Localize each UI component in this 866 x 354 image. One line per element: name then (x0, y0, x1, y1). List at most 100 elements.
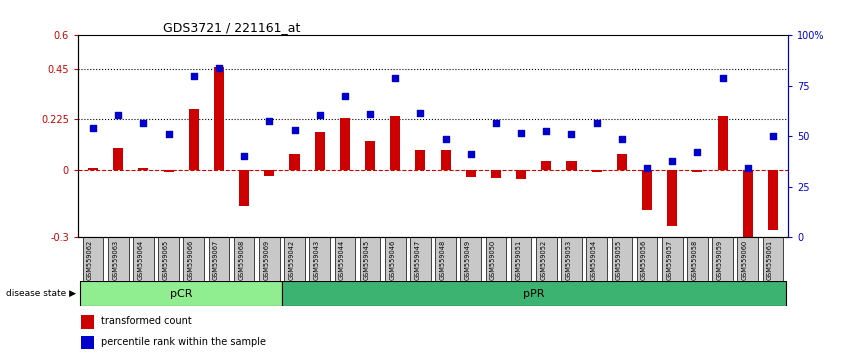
Point (565, 131, 578, 137)
Point (766, 133, 780, 139)
Bar (642, 170, 652, 210)
FancyBboxPatch shape (536, 237, 557, 281)
Point (137, 120, 151, 126)
Point (413, 110, 427, 115)
Text: GSM559062: GSM559062 (87, 239, 93, 280)
FancyBboxPatch shape (738, 237, 758, 281)
Bar (491, 170, 501, 178)
Point (439, 136, 453, 141)
Bar (416, 150, 425, 170)
FancyBboxPatch shape (282, 281, 785, 306)
Text: GSM559064: GSM559064 (138, 239, 144, 280)
FancyBboxPatch shape (81, 281, 282, 306)
FancyBboxPatch shape (209, 237, 229, 281)
FancyBboxPatch shape (385, 237, 405, 281)
Point (740, 165, 754, 171)
Point (489, 120, 503, 126)
FancyBboxPatch shape (133, 237, 154, 281)
FancyBboxPatch shape (461, 237, 481, 281)
Text: GSM559058: GSM559058 (691, 239, 697, 280)
Text: pCR: pCR (170, 289, 192, 299)
Point (615, 136, 629, 141)
Text: GSM559054: GSM559054 (591, 239, 597, 280)
FancyBboxPatch shape (234, 237, 255, 281)
Bar (718, 116, 727, 170)
Point (715, 75, 729, 81)
Text: GSM559053: GSM559053 (565, 239, 572, 280)
Text: GSM559051: GSM559051 (515, 239, 521, 280)
Bar (516, 170, 527, 179)
FancyBboxPatch shape (334, 237, 355, 281)
FancyBboxPatch shape (637, 237, 657, 281)
Point (212, 65, 226, 71)
Text: GSM559060: GSM559060 (742, 239, 747, 280)
FancyBboxPatch shape (712, 237, 733, 281)
FancyBboxPatch shape (108, 237, 128, 281)
FancyBboxPatch shape (259, 237, 280, 281)
Text: GSM559063: GSM559063 (113, 239, 119, 280)
Point (690, 149, 704, 155)
Text: transformed count: transformed count (100, 316, 191, 326)
Bar (441, 150, 450, 170)
Bar (768, 170, 778, 230)
Text: GSM559048: GSM559048 (440, 239, 446, 280)
FancyBboxPatch shape (309, 237, 330, 281)
Bar (667, 170, 677, 226)
Bar (591, 170, 602, 172)
FancyBboxPatch shape (436, 237, 456, 281)
Text: GSM559052: GSM559052 (540, 239, 546, 280)
Text: GSM559045: GSM559045 (364, 239, 370, 280)
Text: GSM559042: GSM559042 (288, 239, 294, 280)
Point (162, 131, 176, 137)
Point (237, 154, 251, 159)
Text: GSM559049: GSM559049 (465, 239, 471, 280)
Bar (743, 170, 753, 239)
Point (288, 127, 301, 132)
Point (388, 75, 402, 81)
Bar (88, 168, 98, 170)
Point (665, 158, 679, 164)
Bar (81, 336, 94, 349)
FancyBboxPatch shape (511, 237, 532, 281)
Text: pPR: pPR (523, 289, 545, 299)
FancyBboxPatch shape (83, 237, 103, 281)
Text: percentile rank within the sample: percentile rank within the sample (100, 337, 266, 348)
Bar (314, 132, 325, 170)
Bar (617, 154, 627, 170)
FancyBboxPatch shape (611, 237, 632, 281)
Point (187, 73, 201, 79)
Bar (466, 170, 475, 177)
Point (640, 165, 654, 171)
Bar (566, 161, 577, 170)
Text: GSM559046: GSM559046 (389, 239, 395, 280)
Bar (164, 170, 173, 172)
Bar (139, 168, 148, 170)
Point (363, 111, 377, 117)
Bar (365, 141, 375, 170)
Bar (113, 148, 123, 170)
Point (514, 130, 528, 136)
FancyBboxPatch shape (284, 237, 305, 281)
Bar (81, 315, 94, 329)
FancyBboxPatch shape (359, 237, 380, 281)
Text: GDS3721 / 221161_at: GDS3721 / 221161_at (163, 21, 301, 34)
Text: GSM559059: GSM559059 (716, 239, 722, 280)
Text: GSM559047: GSM559047 (415, 239, 420, 280)
FancyBboxPatch shape (410, 237, 430, 281)
FancyBboxPatch shape (763, 237, 783, 281)
Text: GSM559068: GSM559068 (238, 239, 244, 280)
Text: GSM559065: GSM559065 (163, 239, 169, 280)
FancyBboxPatch shape (687, 237, 708, 281)
FancyBboxPatch shape (486, 237, 507, 281)
Bar (339, 118, 350, 170)
Point (540, 128, 553, 133)
Point (86, 126, 100, 131)
Text: disease state ▶: disease state ▶ (6, 289, 76, 298)
Text: GSM559056: GSM559056 (641, 239, 647, 280)
Bar (391, 116, 400, 170)
FancyBboxPatch shape (158, 237, 179, 281)
Bar (189, 109, 199, 170)
FancyBboxPatch shape (662, 237, 682, 281)
Point (464, 152, 478, 157)
Text: GSM559050: GSM559050 (490, 239, 496, 280)
